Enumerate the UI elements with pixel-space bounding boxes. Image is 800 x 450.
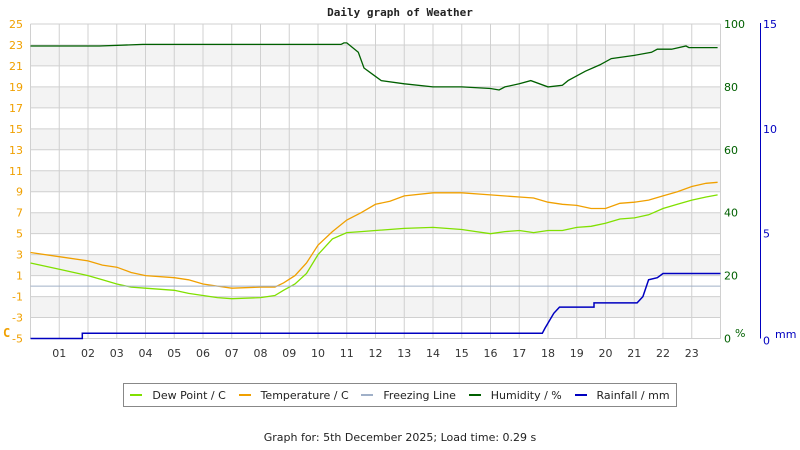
humidity-tick-label: 0 <box>724 333 731 346</box>
x-tick-label: 23 <box>685 347 699 360</box>
chart-legend: Dew Point / C Temperature / C Freezing L… <box>123 383 677 407</box>
x-tick-label: 07 <box>225 347 239 360</box>
dew-point-swatch-icon <box>130 394 143 396</box>
humidity-tick-label: 20 <box>724 270 738 283</box>
y-tick-label: 17 <box>9 102 23 115</box>
y-tick-label: 1 <box>16 270 23 283</box>
legend-label: Dew Point / C <box>152 388 226 402</box>
temperature-line <box>30 181 718 289</box>
x-tick-label: 05 <box>167 347 181 360</box>
legend-temperature: Temperature / C <box>238 388 349 402</box>
humidity-line <box>30 42 718 91</box>
humidity-swatch-icon <box>468 394 481 396</box>
humidity-axis-unit: % <box>735 327 745 340</box>
y-tick-label: 7 <box>16 207 23 220</box>
legend-freezing-line: Freezing Line <box>361 389 456 402</box>
x-tick-label: 14 <box>426 347 440 360</box>
humidity-tick-label: 40 <box>724 207 738 220</box>
y-tick-label: 3 <box>16 249 23 262</box>
weather-chart: 252321191715131197531-1-3-5C100806040200… <box>3 18 796 360</box>
legend-label: Rainfall / mm <box>596 388 670 402</box>
y-tick-label: 5 <box>16 228 23 241</box>
legend-label: Temperature / C <box>260 388 349 402</box>
rainfall-line <box>30 272 721 340</box>
freezing-swatch-icon <box>361 394 374 396</box>
rain-tick-label: 15 <box>763 18 777 31</box>
x-tick-label: 12 <box>369 347 383 360</box>
x-tick-label: 06 <box>196 347 210 360</box>
x-tick-label: 02 <box>81 347 95 360</box>
rain-tick-label: 5 <box>763 228 770 241</box>
y-tick-label: -5 <box>12 333 23 346</box>
y-tick-label: 15 <box>9 123 23 136</box>
rain-tick-label: 10 <box>763 123 777 136</box>
y-tick-label: 9 <box>16 186 23 199</box>
x-tick-label: 20 <box>599 347 613 360</box>
x-tick-label: 03 <box>110 347 124 360</box>
y-tick-label: 13 <box>9 144 23 157</box>
x-tick-label: 16 <box>484 347 498 360</box>
legend-label: Humidity / % <box>490 388 562 402</box>
legend-humidity: Humidity / % <box>468 388 562 402</box>
x-tick-label: 19 <box>570 347 584 360</box>
x-tick-label: 04 <box>139 347 153 360</box>
rain-tick-label: 0 <box>763 335 770 348</box>
humidity-tick-label: 60 <box>724 144 738 157</box>
humidity-tick-label: 100 <box>724 18 745 31</box>
x-tick-label: 15 <box>455 347 469 360</box>
x-tick-label: 22 <box>656 347 670 360</box>
y-tick-label: 19 <box>9 81 23 94</box>
legend-label: Freezing Line <box>383 388 456 402</box>
y-tick-label: -3 <box>12 312 23 325</box>
y-tick-label: 21 <box>9 60 23 73</box>
legend-rainfall: Rainfall / mm <box>574 388 670 402</box>
x-tick-label: 09 <box>282 347 296 360</box>
graph-footer: Graph for: 5th December 2025; Load time:… <box>263 431 537 444</box>
rain-axis-unit: mm <box>775 328 796 341</box>
x-tick-label: 13 <box>397 347 411 360</box>
legend-dew-point: Dew Point / C <box>130 388 226 402</box>
y-axis-unit: C <box>3 326 10 340</box>
dew-point-line <box>30 194 718 300</box>
rainfall-swatch-icon <box>574 394 587 396</box>
x-tick-label: 01 <box>52 347 66 360</box>
x-tick-label: 21 <box>627 347 641 360</box>
x-tick-label: 18 <box>541 347 555 360</box>
y-tick-label: 11 <box>9 165 23 178</box>
x-tick-label: 10 <box>311 347 325 360</box>
chart-title: Daily graph of Weather <box>327 6 473 19</box>
x-tick-label: 17 <box>512 347 526 360</box>
x-tick-label: 08 <box>254 347 268 360</box>
y-tick-label: 23 <box>9 39 23 52</box>
y-tick-label: -1 <box>12 291 23 304</box>
humidity-tick-label: 80 <box>724 81 738 94</box>
temperature-swatch-icon <box>238 394 251 396</box>
y-tick-label: 25 <box>9 18 23 31</box>
x-tick-label: 11 <box>340 347 354 360</box>
